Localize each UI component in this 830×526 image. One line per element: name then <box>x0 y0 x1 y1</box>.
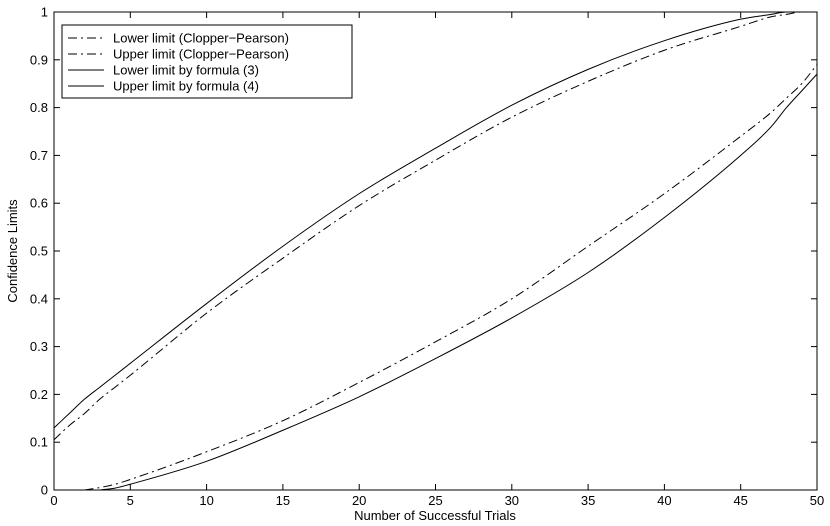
y-tick-label: 0.2 <box>30 387 48 402</box>
x-tick-label: 0 <box>50 493 57 508</box>
x-tick-label: 40 <box>657 493 671 508</box>
x-tick-label: 10 <box>199 493 213 508</box>
y-tick-label: 0 <box>41 483 48 498</box>
y-tick-label: 1 <box>41 5 48 20</box>
series-layer <box>53 11 818 491</box>
series-line-2 <box>53 11 817 441</box>
y-tick-label: 0.4 <box>30 291 48 306</box>
x-axis-title: Number of Successful Trials <box>354 508 516 523</box>
x-tick-label: 20 <box>352 493 366 508</box>
y-tick-label: 0.9 <box>30 52 48 67</box>
legend-label-2: Upper limit (Clopper−Pearson) <box>113 47 289 62</box>
y-tick-label: 0.8 <box>30 100 48 115</box>
x-tick-label: 35 <box>581 493 595 508</box>
y-tick-label: 0.1 <box>30 435 48 450</box>
legend-entries: Lower limit (Clopper−Pearson)Upper limit… <box>68 31 289 94</box>
x-tick-label: 25 <box>428 493 442 508</box>
y-tick-label: 0.5 <box>30 244 48 259</box>
series-line-4 <box>53 11 817 429</box>
series-line-3 <box>99 73 818 491</box>
x-tick-label: 30 <box>505 493 519 508</box>
y-tick-label: 0.7 <box>30 148 48 163</box>
legend: Lower limit (Clopper−Pearson)Upper limit… <box>61 24 353 99</box>
legend-label-4: Upper limit by formula (4) <box>113 79 259 94</box>
y-axis-title: Confidence Limits <box>5 199 20 303</box>
y-tick-label: 0.3 <box>30 339 48 354</box>
legend-box <box>61 24 353 99</box>
legend-label-1: Lower limit (Clopper−Pearson) <box>113 31 289 46</box>
series-line-1 <box>84 64 818 491</box>
x-tick-label: 15 <box>276 493 290 508</box>
y-tick-label: 0.6 <box>30 196 48 211</box>
y-axis-ticks: 0 0.1 0.2 0.3 0.4 0.5 0.6 0.7 0.8 0.9 1 <box>30 5 817 498</box>
x-tick-label: 45 <box>733 493 747 508</box>
legend-label-3: Lower limit by formula (3) <box>113 63 259 78</box>
x-tick-label: 50 <box>810 493 824 508</box>
x-tick-label: 5 <box>127 493 134 508</box>
x-axis-ticks: 0 5 10 15 20 25 30 35 40 45 50 <box>50 12 824 508</box>
